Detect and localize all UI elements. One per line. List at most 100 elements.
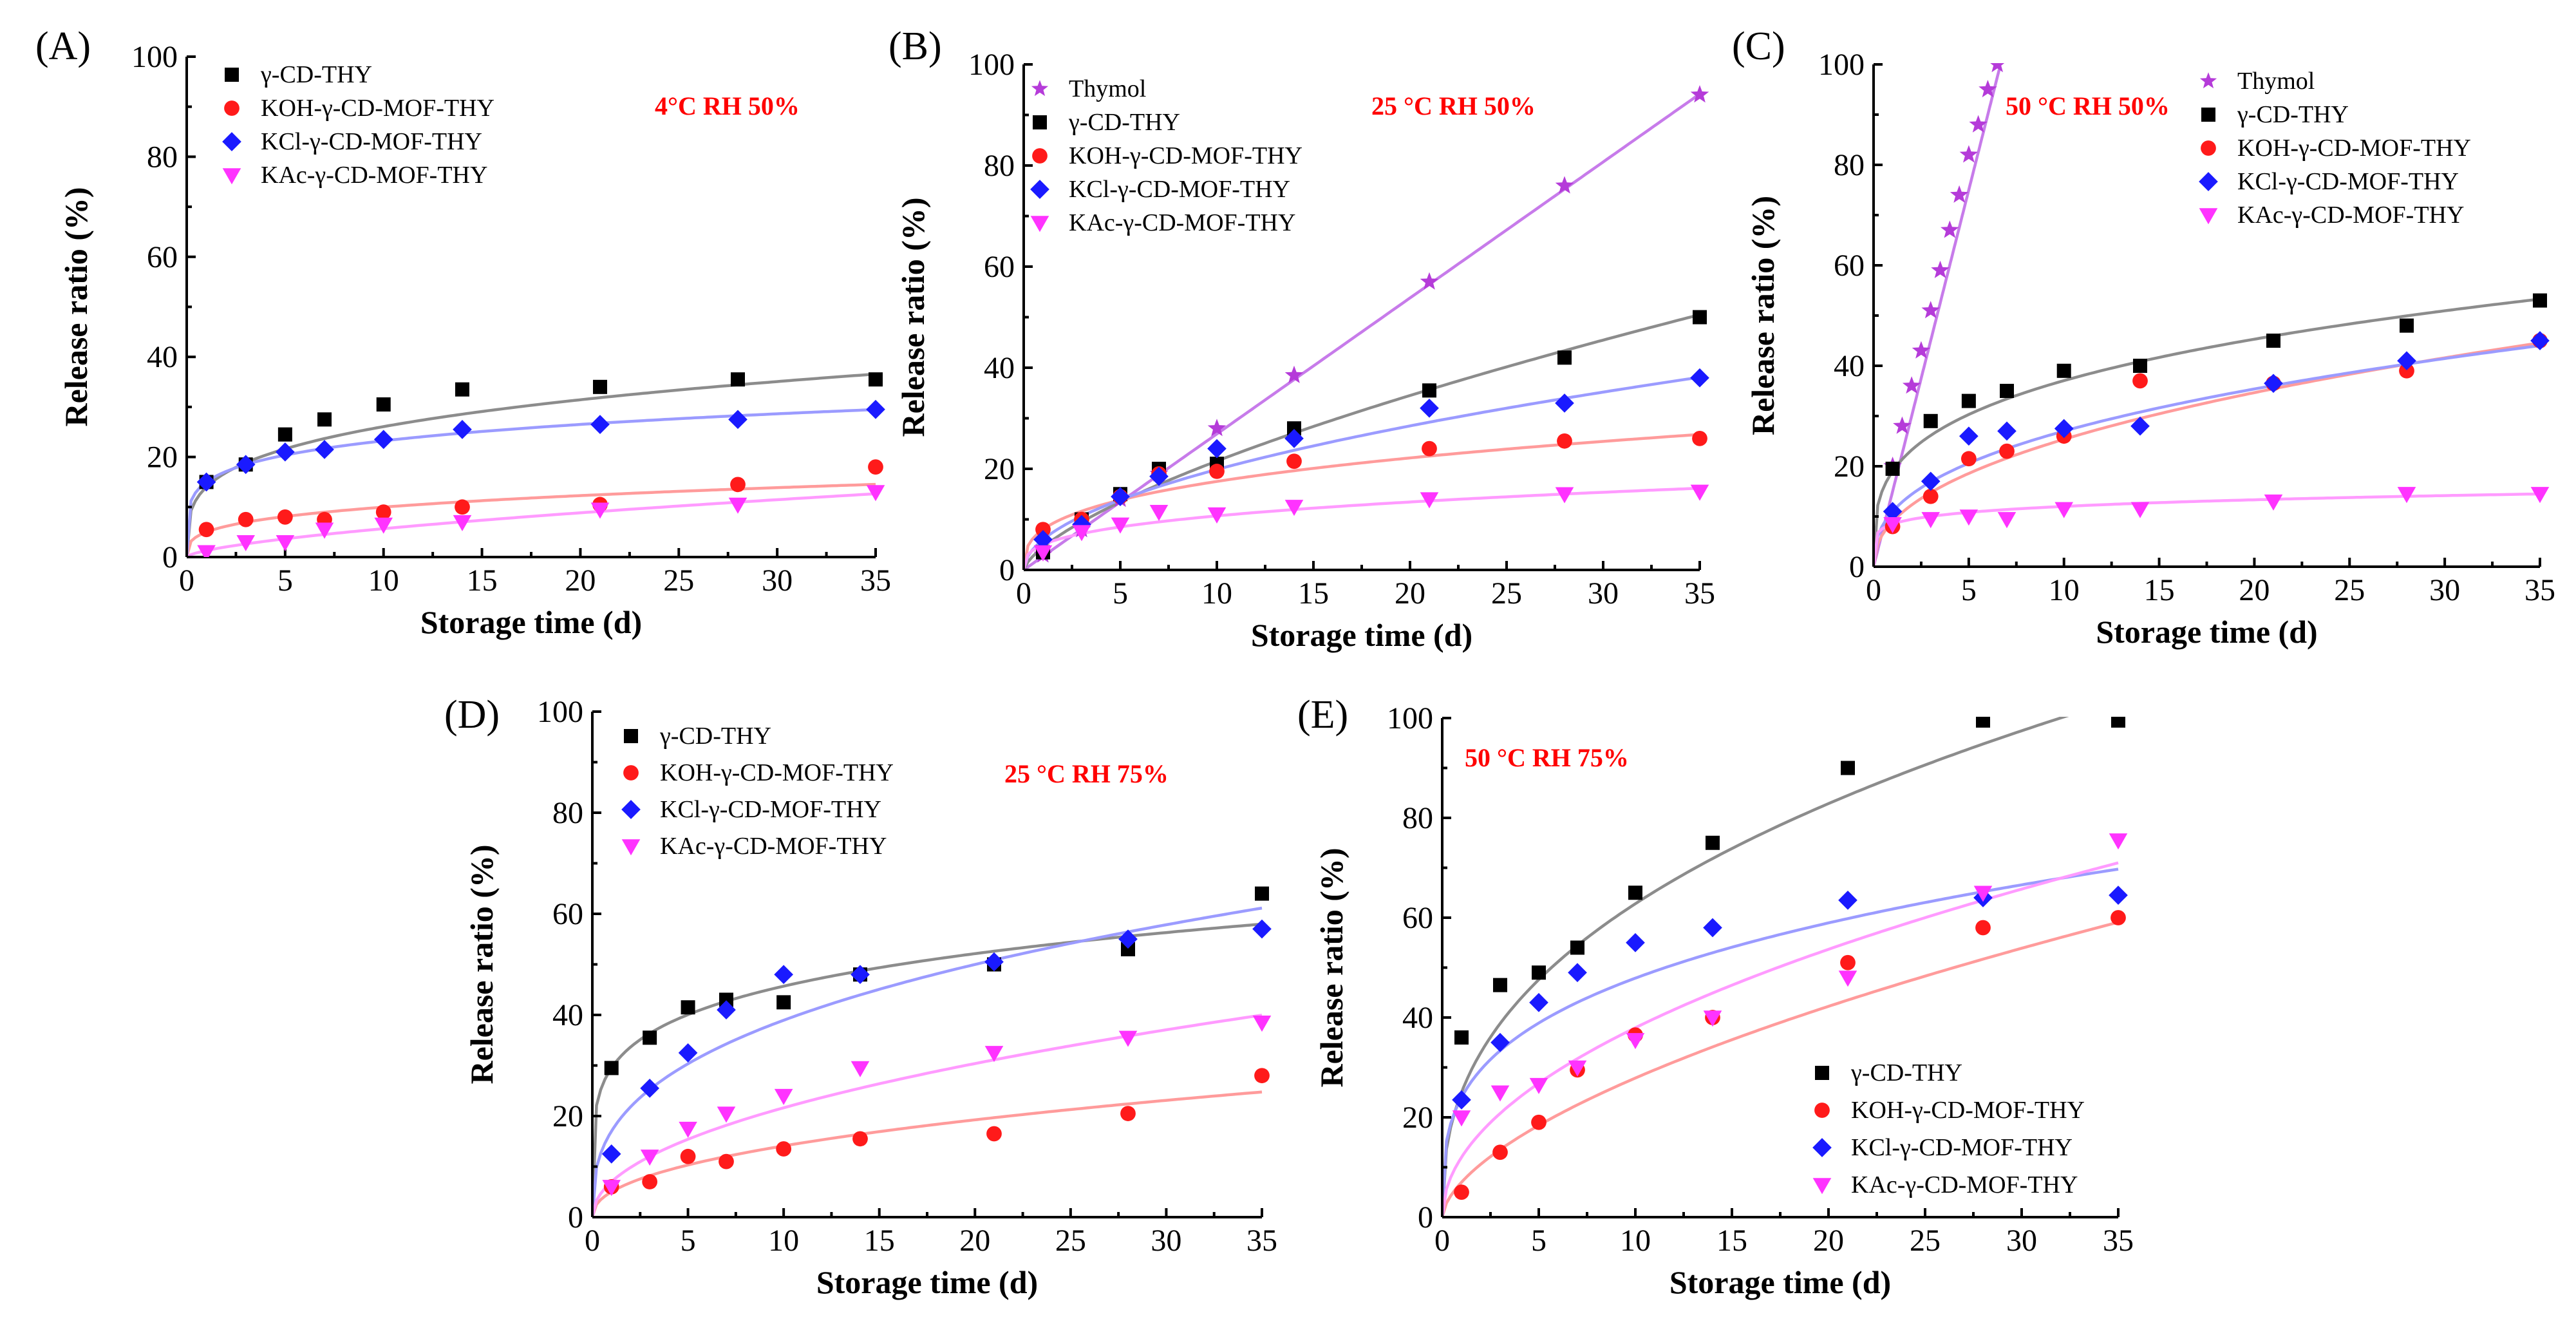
data-points — [601, 886, 1272, 1197]
y-tick-label: 40 — [552, 998, 583, 1032]
panel-e: (E) 0 5 10 15 20 25 30 35 0 20 40 60 80 100 Storage tim… — [1297, 693, 2134, 1300]
data-point — [1252, 919, 1272, 939]
legend-label-kcl-cd-mof-thy: KCl-γ-CD-MOF-THY — [1851, 1134, 2073, 1161]
data-point — [1960, 451, 1977, 467]
data-point — [1532, 965, 1546, 980]
data-point — [2264, 374, 2283, 393]
x-tick-label: 30 — [1151, 1224, 1181, 1258]
x-tick-label: 30 — [1588, 576, 1619, 611]
data-point — [2130, 416, 2150, 436]
legend: Thymol γ-CD-THY KOH-γ-CD-MOF-THY KCl-γ-CD-M… — [1030, 75, 1302, 236]
legend-marker-cd-thy — [624, 729, 638, 743]
condition-label: 4°C RH 50% — [655, 91, 800, 120]
x-tick-label: 20 — [1813, 1224, 1844, 1258]
data-point — [1959, 145, 1979, 163]
data-point — [1931, 260, 1950, 278]
data-point — [276, 442, 295, 462]
panel-a: (A) 0 5 10 15 20 25 30 35 0 20 40 60 80 100 Storage tim… — [35, 24, 891, 640]
fit-curve-kcl-cd-mof-thy — [1442, 867, 2119, 1217]
y-tick-label: 80 — [1402, 801, 1433, 835]
data-points — [1033, 85, 1709, 563]
fit-curve-kcl-cd-mof-thy — [592, 906, 1263, 1217]
data-point — [984, 952, 1004, 972]
data-point — [1838, 970, 1857, 987]
data-point — [1252, 1016, 1272, 1032]
x-tick-label: 0 — [585, 1224, 600, 1258]
y-tick-label: 0 — [999, 553, 1015, 587]
data-point — [1111, 487, 1130, 507]
data-point — [2133, 359, 2147, 373]
data-point — [453, 515, 472, 531]
x-tick-label: 5 — [681, 1224, 696, 1258]
x-tick-label: 30 — [2006, 1224, 2037, 1258]
y-tick-label: 40 — [1834, 349, 1865, 383]
legend-marker-kac-cd-mof-thy — [222, 168, 241, 185]
series-kac-cd-mof-thy — [1452, 833, 2128, 1127]
x-tick-label: 25 — [1491, 576, 1522, 611]
fit-curves — [1024, 93, 1701, 570]
fit-curve-koh-cd-mof-thy — [187, 482, 876, 557]
data-point — [1255, 886, 1269, 901]
y-axis-title: Release ratio (%) — [1313, 847, 1349, 1087]
data-point — [1287, 421, 1301, 436]
fit-curve-kac-cd-mof-thy — [1874, 492, 2541, 567]
x-tick-label: 5 — [1113, 576, 1128, 611]
fit-curves — [1442, 717, 2119, 1217]
legend-marker-koh-cd-mof-thy — [1032, 148, 1048, 164]
data-point — [317, 412, 332, 427]
data-point — [2109, 833, 2128, 850]
data-point — [681, 1000, 695, 1015]
legend: γ-CD-THY KOH-γ-CD-MOF-THY KCl-γ-CD-MOF-THY… — [1812, 1059, 2085, 1198]
data-point — [1883, 516, 1902, 533]
data-point — [238, 511, 254, 527]
x-tick-label: 35 — [2103, 1224, 2134, 1258]
series-koh-cd-mof-thy — [1035, 431, 1707, 538]
data-point — [1286, 453, 1302, 469]
data-point — [1921, 471, 1941, 491]
data-point — [1921, 512, 1941, 529]
y-tick-label: 100 — [968, 48, 1015, 82]
x-tick-label: 30 — [2429, 573, 2460, 607]
data-point — [2054, 502, 2074, 518]
data-point — [1999, 443, 2015, 459]
data-point — [731, 372, 745, 387]
fit-curve-thymol — [1874, 69, 2001, 567]
data-point — [730, 477, 746, 493]
condition-label: 25 °C RH 75% — [1004, 759, 1169, 788]
data-point — [1557, 350, 1572, 365]
condition-label: 25 °C RH 50% — [1371, 91, 1536, 120]
data-point — [593, 379, 607, 394]
fit-curve-cd-thy — [1442, 717, 2069, 1217]
y-tick-label: 60 — [1834, 249, 1865, 283]
data-point — [1111, 517, 1130, 534]
legend-label-kac-cd-mof-thy: KAc-γ-CD-MOF-THY — [261, 162, 487, 189]
data-point — [868, 459, 883, 475]
legend-label-koh-cd-mof-thy: KOH-γ-CD-MOF-THY — [660, 759, 894, 786]
data-point — [1912, 341, 1931, 359]
fit-curve-cd-thy — [187, 372, 876, 557]
data-point — [2000, 384, 2014, 398]
y-tick-label: 20 — [552, 1099, 583, 1133]
legend-label-kac-cd-mof-thy: KAc-γ-CD-MOF-THY — [660, 833, 887, 860]
data-point — [679, 1121, 697, 1138]
data-point — [601, 1144, 621, 1164]
y-tick-label: 80 — [984, 149, 1015, 183]
data-point — [276, 535, 295, 551]
data-point — [774, 1088, 793, 1105]
x-axis-title: Storage time (d) — [1669, 1264, 1891, 1300]
legend-label-thymol: Thymol — [1069, 75, 1146, 102]
data-point — [590, 502, 610, 519]
data-point — [198, 522, 214, 538]
legend-marker-koh-cd-mof-thy — [2201, 140, 2216, 156]
data-point — [1997, 512, 2017, 529]
series-cd-thy — [1885, 293, 2547, 476]
x-tick-label: 30 — [762, 563, 793, 598]
data-point — [717, 1106, 736, 1123]
y-tick-label: 60 — [984, 250, 1015, 284]
data-point — [986, 1126, 1002, 1142]
data-point — [1628, 885, 1642, 900]
data-point — [852, 1131, 868, 1147]
data-point — [1973, 885, 1993, 902]
data-point — [1568, 963, 1587, 983]
legend-label-thymol: Thymol — [2237, 68, 2315, 95]
